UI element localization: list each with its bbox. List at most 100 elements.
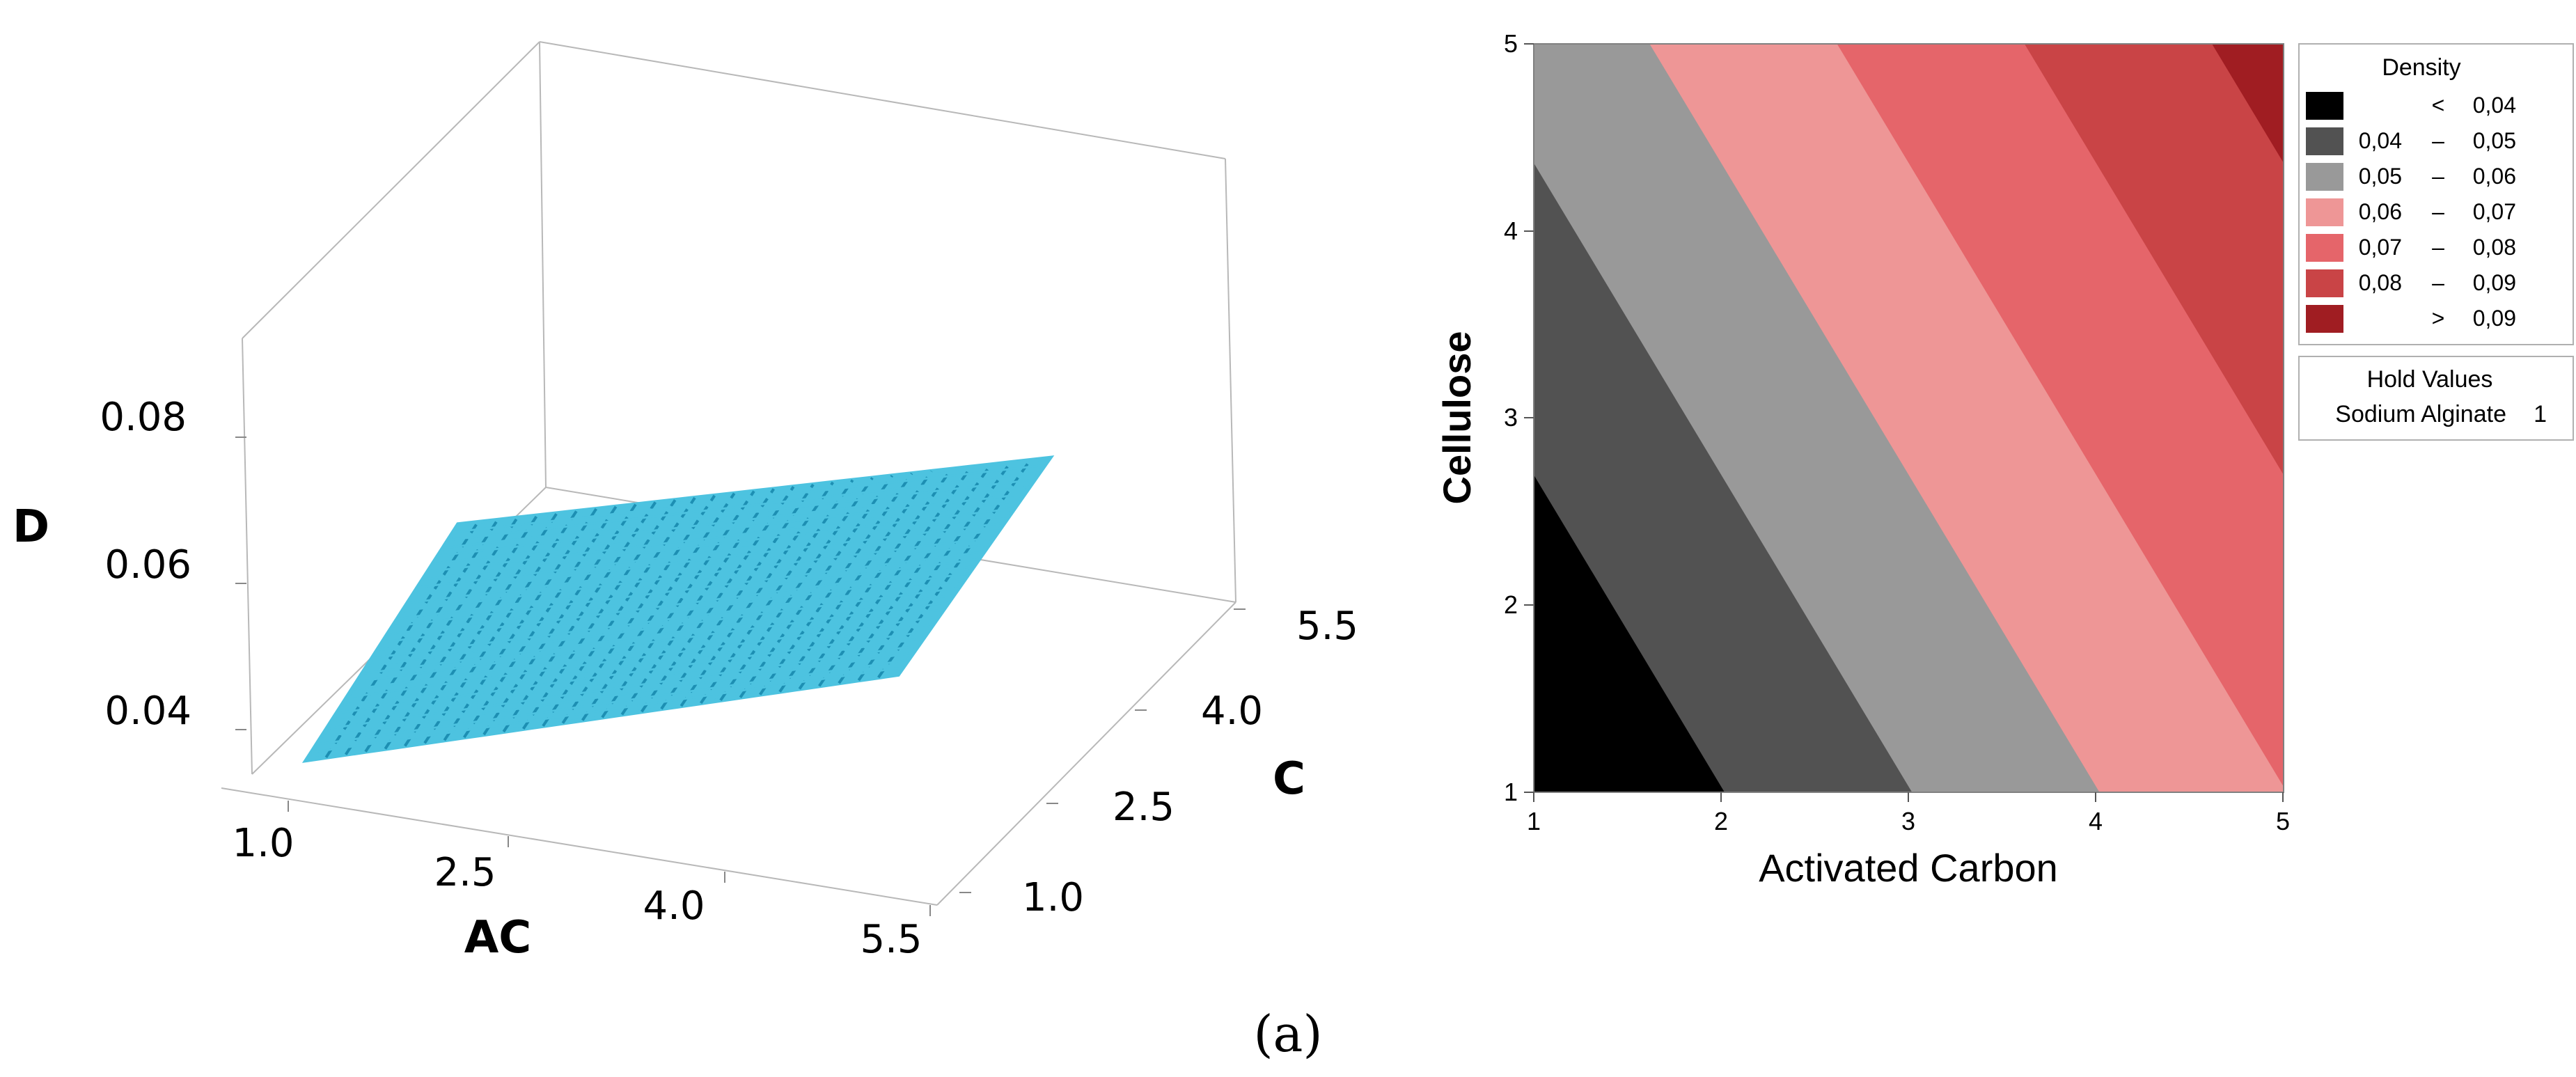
- contour-band: [2212, 44, 2284, 164]
- surface-box: [221, 41, 1236, 906]
- y-tick-label: 2.5: [1113, 785, 1175, 830]
- y-axis: [959, 608, 1246, 893]
- contour-plot: 1 2 3 4 5 Activated Carbon 1 2 3 4 5 Cel…: [1435, 29, 2574, 890]
- z-tick-label: 0.08: [100, 395, 187, 440]
- box-edge: [242, 338, 253, 775]
- contour-y-axis-label: Cellulose: [1435, 331, 1479, 505]
- legend-low: 0,04: [2359, 128, 2402, 153]
- contour-y-tick-label: 1: [1504, 778, 1518, 806]
- contour-x-tick-label: 2: [1714, 807, 1728, 835]
- contour-band: [1837, 44, 2284, 787]
- hold-values-label: Sodium Alginate: [2335, 401, 2506, 427]
- contour-x-tick-label: 4: [2089, 807, 2103, 835]
- legend-high: 0,08: [2473, 235, 2516, 260]
- x-axis: [288, 801, 931, 916]
- box-edge: [221, 787, 938, 906]
- contour-y-tick-label: 2: [1504, 590, 1518, 619]
- contour-x-axis: [1533, 792, 2284, 802]
- surface-grid-line: [437, 485, 1030, 557]
- y-axis-label: C: [1273, 753, 1305, 805]
- legend-high: 0,05: [2473, 128, 2516, 153]
- legend-low: 0,06: [2359, 199, 2402, 224]
- surface-grid-line: [352, 608, 944, 691]
- surface-grid-line: [346, 615, 939, 699]
- surface-grid-line: [331, 637, 924, 723]
- z-axis: [235, 437, 246, 730]
- legend-swatch: [2306, 234, 2343, 262]
- surface-grid-line: [321, 652, 914, 738]
- surface-grid-line: [432, 493, 1025, 565]
- hold-values-box: Hold Values Sodium Alginate 1: [2298, 356, 2574, 441]
- x-tick-label: 2.5: [434, 850, 496, 895]
- legend-high: 0,04: [2473, 93, 2516, 118]
- surface-grid-line: [326, 645, 919, 730]
- surface-grid-line: [417, 514, 1010, 589]
- legend-sep: –: [2432, 270, 2444, 295]
- legend-high: 0,07: [2473, 199, 2516, 224]
- surface-grid-line: [341, 622, 934, 707]
- surface-grid-line: [387, 558, 980, 636]
- box-edge: [936, 602, 1236, 906]
- z-axis-label: D: [13, 501, 49, 553]
- surface-grid-line: [382, 565, 975, 644]
- legend-sep: –: [2432, 164, 2444, 189]
- z-tick-label: 0.04: [104, 689, 191, 734]
- legend-swatch: [2306, 305, 2343, 333]
- legend-high: 0,09: [2473, 306, 2516, 331]
- surface-grid-line: [361, 594, 955, 675]
- contour-y-tick-label: 5: [1504, 29, 1518, 58]
- y-tick-label: 5.5: [1296, 604, 1358, 649]
- box-edge: [242, 41, 540, 339]
- legend-sep: <: [2432, 93, 2445, 118]
- surface-grid-line: [372, 579, 964, 659]
- surface-plot: 0.04 0.06 0.08 D 1.0 2.5 4.0 5.5 AC 1.0 …: [13, 41, 1358, 964]
- x-tick-label: 4.0: [643, 883, 705, 929]
- surface-grid-line: [412, 521, 1005, 597]
- contour-y-tick-label: 3: [1504, 403, 1518, 432]
- y-tick-label: 1.0: [1022, 875, 1084, 920]
- surface-grid-line: [448, 471, 1040, 542]
- legend-swatch: [2306, 163, 2343, 191]
- legend-sep: –: [2432, 199, 2444, 224]
- contour-band: [2024, 44, 2284, 475]
- surface-grid-line: [377, 572, 969, 652]
- z-tick-label: 0.06: [104, 542, 191, 588]
- legend-low: 0,05: [2359, 164, 2402, 189]
- contour-x-tick-label: 3: [1901, 807, 1915, 835]
- box-edge: [539, 41, 547, 488]
- figure-caption: (a): [1253, 1005, 1322, 1063]
- surface-grid-line: [402, 536, 995, 612]
- surface-grid-line: [316, 659, 909, 746]
- surface-grid-line: [422, 507, 1015, 581]
- legend-low: 0,08: [2359, 270, 2402, 295]
- box-edge: [1225, 158, 1236, 603]
- surface-grid-line: [367, 587, 959, 667]
- x-tick-label: 5.5: [860, 917, 922, 962]
- contour-x-tick-label: 5: [2276, 807, 2290, 835]
- surface-mesh: [301, 455, 1055, 763]
- surface-grid-line: [356, 601, 949, 683]
- contour-x-axis-label: Activated Carbon: [1759, 846, 2058, 890]
- legend-swatch: [2306, 269, 2343, 297]
- legend-box: [2298, 43, 2574, 345]
- surface-grid-line: [443, 478, 1035, 549]
- surface-grid-line: [336, 630, 929, 714]
- hold-values-value: 1: [2534, 401, 2547, 427]
- legend-sep: –: [2432, 128, 2444, 153]
- box-edge: [539, 41, 1226, 159]
- contour-y-axis: [1524, 43, 1534, 793]
- x-tick-label: 1.0: [232, 821, 294, 866]
- hold-values-frame: [2298, 356, 2574, 441]
- contour-x-tick-label: 1: [1527, 807, 1541, 835]
- legend-title: Density: [2382, 54, 2460, 81]
- surface-grid-line: [407, 529, 1000, 604]
- legend-sep: –: [2432, 235, 2444, 260]
- legend-low: 0,07: [2359, 235, 2402, 260]
- contour-band: [1534, 44, 2100, 792]
- legend-rows: <0,04 0,04 – 0,05 0,05 – 0,06 0,06 – 0,07 0,07 – 0,0…: [2306, 92, 2516, 333]
- legend-swatch: [2306, 92, 2343, 120]
- legend-swatch: [2306, 198, 2343, 226]
- x-axis-label: AC: [464, 912, 532, 964]
- y-tick-label: 4.0: [1201, 689, 1263, 734]
